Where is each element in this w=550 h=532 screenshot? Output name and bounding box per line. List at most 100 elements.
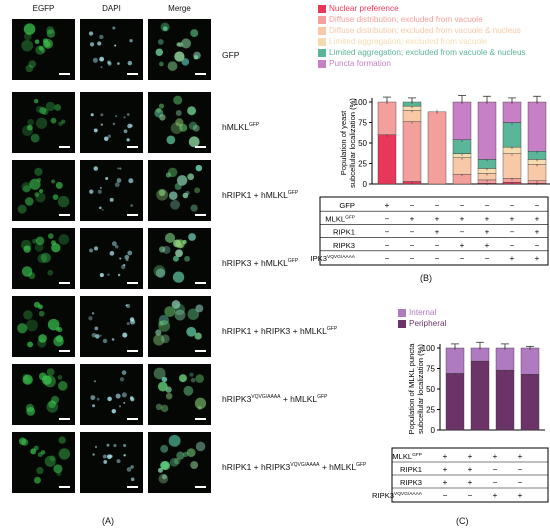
cell-spot xyxy=(113,443,117,448)
cell-spot xyxy=(158,61,164,67)
table-cell: − xyxy=(493,478,498,487)
table-cell: − xyxy=(510,241,515,250)
cell-spot xyxy=(168,191,178,200)
cell-spot xyxy=(115,393,121,399)
cell-spot xyxy=(37,338,47,348)
cell-spot xyxy=(182,192,189,199)
scale-bar xyxy=(127,73,138,75)
row-label: hMLKLGFP xyxy=(222,122,259,132)
bar-segment xyxy=(427,111,447,185)
y-tick-label: 0 xyxy=(431,426,436,435)
table-cell: + xyxy=(485,241,490,250)
column-header-dapi: DAPI xyxy=(102,4,121,13)
cell-spot xyxy=(99,186,102,189)
micrograph-merge xyxy=(148,228,211,289)
row-label-text: hRIPK1 + hRIPK3 xyxy=(222,462,291,472)
table-cell: + xyxy=(443,465,448,474)
micrograph-cells xyxy=(154,95,200,148)
cell-spot xyxy=(35,45,45,55)
bar-segment xyxy=(502,122,522,148)
table-row-label: RIPK3VQVG/AAAA xyxy=(372,491,423,500)
cell-spot xyxy=(51,179,56,184)
micrograph-cells xyxy=(89,166,134,211)
cell-spot xyxy=(99,34,104,40)
micrograph-cells xyxy=(90,370,135,414)
table-cell: − xyxy=(410,254,415,263)
cell-spot xyxy=(112,122,116,125)
row-label-superscript: GFP xyxy=(248,122,260,129)
micrograph-egfp xyxy=(12,228,75,289)
cell-spot xyxy=(103,460,108,464)
table-cell: − xyxy=(518,478,523,487)
cell-spot xyxy=(194,397,207,410)
row-label: hRIPK1 + hRIPK3VQVG/AAAA + hMLKLGFP xyxy=(222,462,366,472)
bar-segment xyxy=(502,101,522,123)
table-cell: − xyxy=(510,228,515,237)
scale-bar xyxy=(59,146,70,148)
cell-spot xyxy=(99,273,104,278)
table-cell: + xyxy=(485,214,490,223)
cell-spot xyxy=(158,103,165,109)
cell-spot xyxy=(157,39,164,45)
cell-spot xyxy=(50,117,57,124)
cell-spot xyxy=(89,248,94,253)
table-cell: − xyxy=(460,201,465,210)
micrograph-cells xyxy=(17,301,64,348)
scale-bar xyxy=(127,350,138,352)
cell-spot xyxy=(130,204,133,207)
legend-swatch xyxy=(318,5,326,13)
cell-spot xyxy=(193,55,199,60)
table-cell: + xyxy=(468,478,473,487)
table-cell: + xyxy=(535,228,540,237)
table-cell: − xyxy=(535,241,540,250)
table-cell: + xyxy=(443,452,448,461)
cell-spot xyxy=(119,257,122,260)
cell-spot xyxy=(109,197,114,202)
table-cell: − xyxy=(485,201,490,210)
cell-spot xyxy=(161,460,171,471)
cell-spot xyxy=(100,66,103,69)
cell-spot xyxy=(114,182,120,188)
bar-segment xyxy=(495,347,515,371)
cell-spot xyxy=(55,181,63,189)
cell-spot xyxy=(175,249,183,258)
cell-spot xyxy=(125,304,128,307)
cell-spot xyxy=(116,178,122,183)
scale-bar xyxy=(195,418,206,420)
cell-spot xyxy=(187,106,197,116)
micrograph-egfp xyxy=(12,364,75,425)
cell-spot xyxy=(126,321,130,326)
table-cell: − xyxy=(385,254,390,263)
table-cell: − xyxy=(435,201,440,210)
micrograph-egfp xyxy=(12,92,75,153)
table-cell: + xyxy=(493,491,498,500)
cell-spot xyxy=(46,26,55,35)
table-cell: − xyxy=(518,465,523,474)
cell-spot xyxy=(162,245,171,254)
y-axis-label: Population of MLKL punctasubcellular loc… xyxy=(407,343,425,435)
cell-spot xyxy=(38,45,44,51)
cell-spot xyxy=(40,252,51,263)
y-tick-label: 100 xyxy=(354,98,368,107)
cell-spot xyxy=(25,319,38,332)
legend-label: Nuclear preference xyxy=(329,4,399,13)
cell-spot xyxy=(53,464,63,474)
row-label-text: + hMLKL xyxy=(319,462,357,472)
cell-spot xyxy=(126,138,130,142)
cell-spot xyxy=(129,124,133,128)
cell-spot xyxy=(123,401,126,404)
table-row-label: MLKLGFP xyxy=(392,452,422,461)
cell-spot xyxy=(99,206,102,210)
table-row-label: RIPK1 xyxy=(400,465,422,474)
cell-spot xyxy=(58,448,71,460)
cell-spot xyxy=(155,329,162,336)
cell-spot xyxy=(195,374,204,383)
legend-swatch xyxy=(318,60,326,68)
table-cell: + xyxy=(468,452,473,461)
cell-spot xyxy=(158,320,164,327)
table-cell: − xyxy=(385,228,390,237)
cell-spot xyxy=(173,95,183,105)
table-cell: + xyxy=(410,214,415,223)
micrograph-egfp xyxy=(12,296,75,357)
